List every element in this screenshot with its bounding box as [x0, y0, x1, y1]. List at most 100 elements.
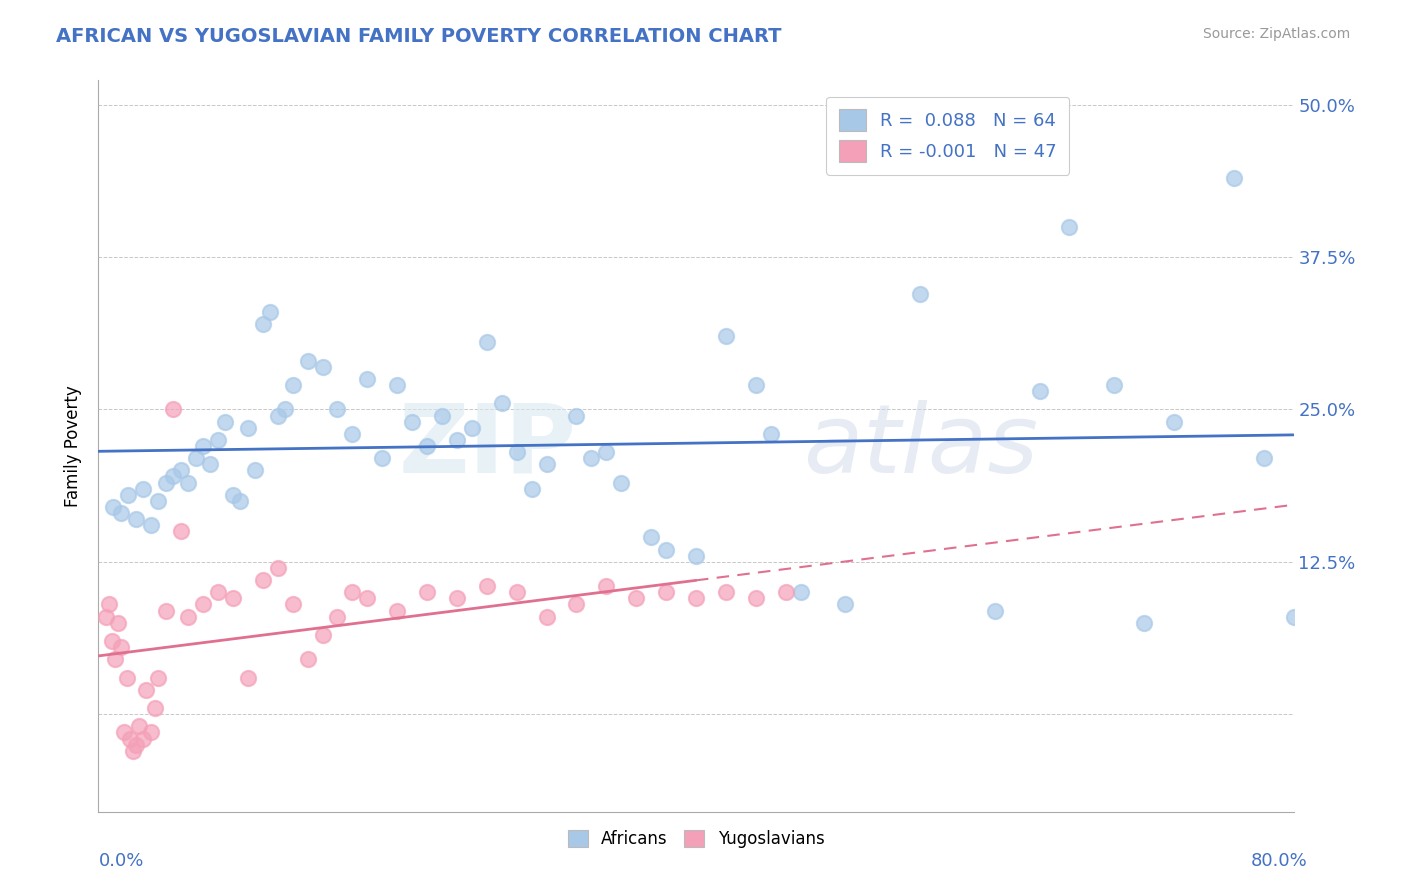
- Point: [207, 433, 229, 447]
- Point: [595, 579, 617, 593]
- Point: [908, 286, 931, 301]
- Point: [430, 409, 453, 423]
- Point: [139, 518, 162, 533]
- Point: [229, 494, 252, 508]
- Point: [236, 671, 259, 685]
- Point: [110, 506, 132, 520]
- Point: [1163, 415, 1185, 429]
- Point: [1253, 451, 1275, 466]
- Point: [103, 500, 125, 514]
- Point: [259, 305, 281, 319]
- Point: [759, 426, 782, 441]
- Point: [311, 628, 333, 642]
- Point: [655, 542, 678, 557]
- Point: [416, 585, 439, 599]
- Text: 0.0%: 0.0%: [98, 852, 143, 870]
- Point: [139, 725, 162, 739]
- Point: [401, 415, 423, 429]
- Point: [745, 591, 768, 606]
- Point: [984, 604, 1007, 618]
- Point: [1028, 384, 1050, 399]
- Point: [200, 458, 222, 472]
- Point: [385, 604, 409, 618]
- Point: [245, 463, 267, 477]
- Point: [297, 353, 319, 368]
- Point: [685, 591, 707, 606]
- Point: [326, 402, 349, 417]
- Point: [385, 378, 409, 392]
- Point: [506, 445, 529, 459]
- Point: [714, 329, 737, 343]
- Point: [565, 409, 588, 423]
- Point: [101, 634, 124, 648]
- Point: [125, 738, 148, 752]
- Point: [1059, 219, 1081, 234]
- Point: [191, 439, 214, 453]
- Point: [281, 378, 304, 392]
- Point: [610, 475, 633, 490]
- Point: [356, 591, 378, 606]
- Point: [267, 561, 290, 575]
- Point: [207, 585, 229, 599]
- Point: [121, 744, 143, 758]
- Point: [132, 731, 155, 746]
- Point: [169, 524, 191, 539]
- Point: [184, 451, 207, 466]
- Point: [342, 426, 364, 441]
- Text: Source: ZipAtlas.com: Source: ZipAtlas.com: [1202, 27, 1350, 41]
- Point: [97, 598, 120, 612]
- Point: [536, 458, 558, 472]
- Point: [169, 463, 191, 477]
- Point: [267, 409, 290, 423]
- Point: [342, 585, 364, 599]
- Point: [236, 421, 259, 435]
- Point: [446, 591, 468, 606]
- Point: [135, 682, 157, 697]
- Point: [297, 652, 319, 666]
- Point: [107, 615, 129, 630]
- Point: [536, 609, 558, 624]
- Point: [177, 609, 200, 624]
- Point: [148, 671, 170, 685]
- Point: [252, 573, 274, 587]
- Point: [155, 475, 177, 490]
- Point: [356, 372, 378, 386]
- Point: [714, 585, 737, 599]
- Point: [745, 378, 768, 392]
- Point: [789, 585, 811, 599]
- Point: [132, 482, 155, 496]
- Point: [491, 396, 513, 410]
- Point: [311, 359, 333, 374]
- Y-axis label: Family Poverty: Family Poverty: [65, 385, 83, 507]
- Legend: Africans, Yugoslavians: Africans, Yugoslavians: [561, 823, 831, 855]
- Point: [595, 445, 617, 459]
- Point: [506, 585, 529, 599]
- Point: [775, 585, 797, 599]
- Point: [125, 512, 148, 526]
- Point: [371, 451, 394, 466]
- Point: [640, 530, 662, 544]
- Point: [475, 579, 498, 593]
- Point: [177, 475, 200, 490]
- Point: [655, 585, 678, 599]
- Point: [446, 433, 468, 447]
- Point: [416, 439, 439, 453]
- Point: [128, 719, 150, 733]
- Point: [143, 701, 166, 715]
- Point: [252, 317, 274, 331]
- Text: ZIP: ZIP: [398, 400, 576, 492]
- Point: [685, 549, 707, 563]
- Point: [115, 671, 138, 685]
- Point: [626, 591, 648, 606]
- Point: [461, 421, 484, 435]
- Point: [222, 591, 245, 606]
- Point: [1133, 615, 1156, 630]
- Point: [565, 598, 588, 612]
- Point: [118, 731, 141, 746]
- Point: [475, 335, 498, 350]
- Point: [104, 652, 127, 666]
- Point: [112, 725, 135, 739]
- Text: 80.0%: 80.0%: [1251, 852, 1308, 870]
- Point: [110, 640, 132, 655]
- Point: [148, 494, 170, 508]
